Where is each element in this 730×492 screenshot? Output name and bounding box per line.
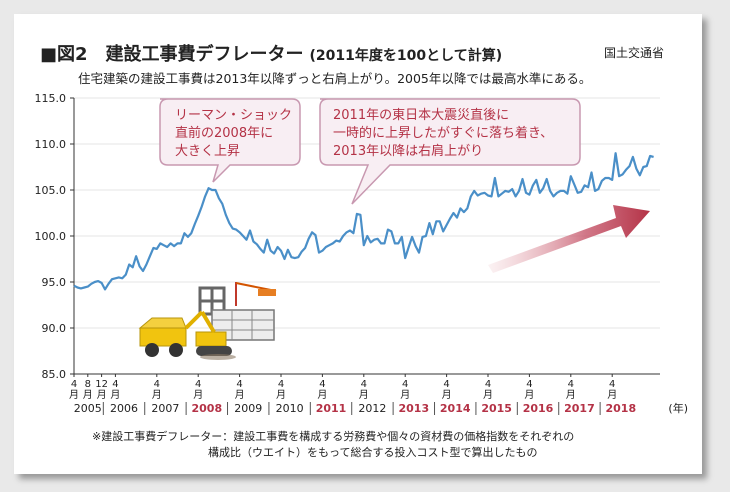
chart-title-note: (2011年度を100として計算) <box>309 48 503 64</box>
x-month-number: 4 <box>402 379 408 390</box>
x-month-suffix: 月 <box>276 389 286 401</box>
x-month-number: 4 <box>568 379 574 390</box>
chart-subtitle: 住宅建築の建設工事費は2013年以降ずっと右肩上がり。2005年以降では最高水準… <box>78 71 592 86</box>
x-month-number: 4 <box>236 379 242 390</box>
lehman-callout-line-3: 大きく上昇 <box>175 144 240 159</box>
x-year-label: 2007 <box>151 402 179 415</box>
x-month-number: 12 <box>95 379 108 390</box>
y-tick-label: 100.0 <box>35 230 67 243</box>
x-month-number: 4 <box>485 379 491 390</box>
x-month-suffix: 月 <box>193 389 203 401</box>
lehman-callout-line-2: 直前の2008年に <box>175 125 273 141</box>
trend-up-arrow-icon <box>488 205 650 273</box>
footnote-line-2: 構成比（ウエイト）をもって総合する投入コスト型で算出したもの <box>208 446 538 459</box>
y-axis-ticks: 85.0 90.0 95.0 100.0 105.0 110.0 115.0 <box>35 92 74 381</box>
x-month-number: 8 <box>85 379 91 390</box>
footnote-line-1: ※建設工事費デフレーター：建設工事費を構成する労務費や個々の資材費の価格指数をそ… <box>92 430 575 443</box>
y-tick-label: 115.0 <box>35 92 67 105</box>
lehman-callout-line-1: リーマン・ショック <box>175 108 292 123</box>
earthquake-callout: 2011年の東日本大震災直後に 一時的に上昇したがすぐに落ち着き、 2013年以… <box>319 98 581 205</box>
earthquake-callout-line-2: 一時的に上昇したがすぐに落ち着き、 <box>333 125 553 141</box>
x-month-suffix: 月 <box>317 389 327 401</box>
x-month-suffix: 月 <box>97 389 107 401</box>
x-year-label: 2016 <box>523 402 554 415</box>
x-month-number: 4 <box>361 379 367 390</box>
x-axis-year-labels: 2005 2006 2007 2008 2009 2010 2011 2012 2013 2014… <box>74 402 636 415</box>
x-month-suffix: 月 <box>400 389 410 401</box>
x-month-suffix: 月 <box>566 389 576 401</box>
y-tick-label: 110.0 <box>35 138 67 151</box>
x-month-suffix: 月 <box>607 389 617 401</box>
x-year-label: 2013 <box>399 402 430 415</box>
x-month-number: 4 <box>154 379 160 390</box>
x-month-number: 4 <box>443 379 449 390</box>
chart-title: ■図2 建設工事費デフレーター (2011年度を100として計算) <box>40 44 503 65</box>
x-year-label: 2018 <box>606 402 637 415</box>
source-label: 国土交通省 <box>604 46 665 60</box>
x-month-suffix: 月 <box>235 389 245 401</box>
x-year-label: 2010 <box>276 402 304 415</box>
x-year-label: 2014 <box>440 402 471 415</box>
x-month-number: 4 <box>319 379 325 390</box>
x-month-suffix: 月 <box>152 389 162 401</box>
x-month-suffix: 月 <box>83 389 93 401</box>
y-tick-label: 85.0 <box>42 368 67 381</box>
x-month-number: 4 <box>278 379 284 390</box>
y-tick-label: 95.0 <box>42 276 67 289</box>
deflator-series-line <box>73 152 654 291</box>
x-month-suffix: 月 <box>359 389 369 401</box>
x-month-suffix: 月 <box>69 389 79 401</box>
x-month-number: 4 <box>195 379 201 390</box>
x-month-suffix: 月 <box>483 389 493 401</box>
y-tick-label: 105.0 <box>35 184 67 197</box>
x-month-suffix: 月 <box>110 389 120 401</box>
lehman-callout: リーマン・ショック 直前の2008年に 大きく上昇 <box>159 98 301 183</box>
x-month-suffix: 月 <box>442 389 452 401</box>
x-year-label: 2011 <box>316 402 347 415</box>
x-month-suffix: 月 <box>524 389 534 401</box>
x-year-label: 2015 <box>481 402 512 415</box>
x-year-label: 2017 <box>564 402 595 415</box>
x-year-label: 2012 <box>358 402 386 415</box>
x-month-number: 4 <box>112 379 118 390</box>
y-tick-label: 90.0 <box>42 322 67 335</box>
x-year-label: 2005 <box>74 402 102 415</box>
earthquake-callout-line-3: 2013年以降は右肩上がり <box>333 143 483 159</box>
earthquake-callout-line-1: 2011年の東日本大震災直後に <box>333 107 509 123</box>
x-year-label: 2009 <box>234 402 262 415</box>
x-month-number: 4 <box>526 379 532 390</box>
x-month-number: 4 <box>71 379 77 390</box>
figure-card <box>14 14 702 474</box>
x-axis-unit: (年) <box>668 401 688 415</box>
x-month-number: 4 <box>609 379 615 390</box>
construction-site-illustration-icon <box>138 282 277 360</box>
x-year-label: 2008 <box>192 402 223 415</box>
x-year-label: 2006 <box>110 402 138 415</box>
